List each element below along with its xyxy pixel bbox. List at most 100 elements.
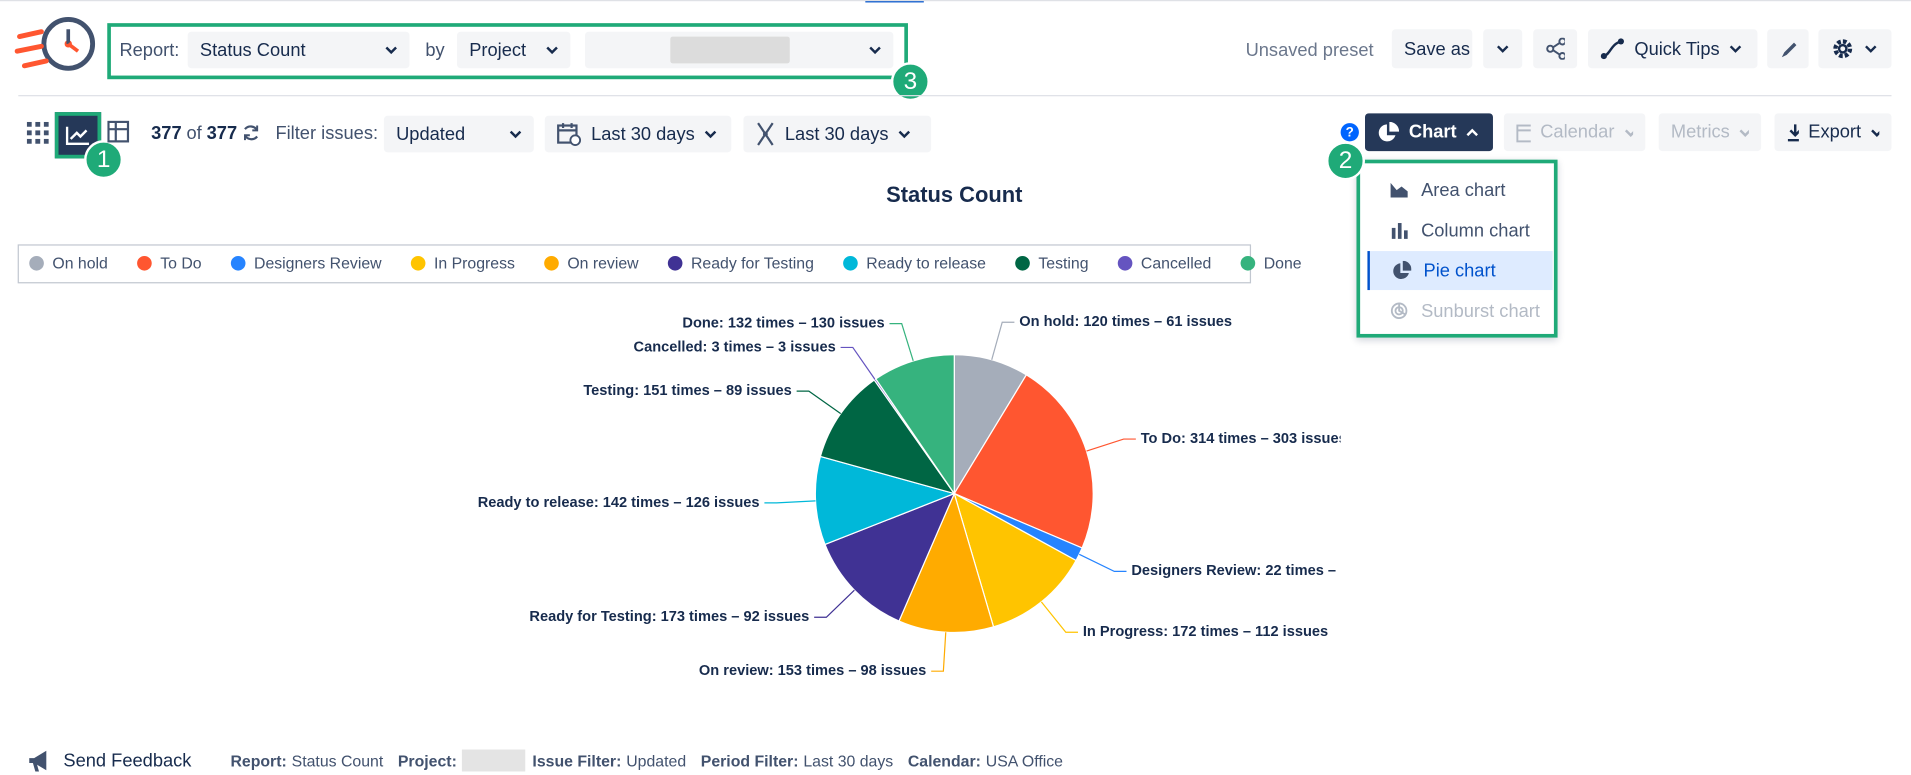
chevron [1739, 128, 1749, 137]
legend-marker [544, 255, 559, 271]
period-select[interactable]: Last 30 days [544, 115, 732, 153]
data-label: Designers Review: 22 times – 16 issues [1131, 563, 1340, 579]
menu-item[interactable]: Column chart [1367, 211, 1552, 250]
badge: 2 [1326, 141, 1365, 181]
pie-slice [953, 373, 1094, 549]
save-menu[interactable] [1483, 29, 1523, 69]
share[interactable] [1533, 29, 1578, 69]
separator [18, 95, 1892, 97]
project-select[interactable] [585, 31, 894, 69]
legend-marker [1117, 255, 1133, 271]
table-view[interactable] [107, 120, 131, 145]
data-label: On review: 153 times – 98 issues [699, 663, 926, 679]
export-button[interactable]: Export [1774, 113, 1892, 152]
total-count: 377 [206, 122, 238, 144]
data-label: Ready to release: 142 times – 126 issues [478, 495, 760, 511]
group-value: Project [469, 39, 527, 61]
filter-label: Filter issues: [275, 122, 379, 144]
issue-count: 377 of 377 [151, 117, 237, 149]
gear-icon [1833, 39, 1853, 59]
grid-view[interactable] [26, 121, 49, 144]
label-connector [814, 589, 855, 618]
save-as[interactable]: Save as [1391, 29, 1473, 69]
footer-value: USA Office [985, 751, 1063, 770]
filter-select[interactable]: Updated [383, 115, 534, 153]
chart-icon [65, 126, 89, 146]
chevron [869, 46, 881, 55]
legend-marker [137, 255, 152, 271]
chart: Status Count On hold To Do Designers Revie… [17, 182, 1341, 679]
menu-item[interactable]: Pie chart [1367, 251, 1553, 291]
chevron [704, 130, 717, 139]
chevron [898, 130, 911, 139]
send-feedback[interactable]: Send Feedback [63, 750, 192, 771]
menu-item[interactable]: Sunburst chart [1367, 291, 1552, 330]
calendar-label: Calendar [1540, 121, 1615, 143]
report-box [107, 23, 908, 80]
label-connector [1086, 438, 1136, 452]
bell-icon [1781, 42, 1797, 58]
menu-item[interactable]: Area chart [1367, 171, 1552, 210]
chart-button[interactable]: Chart [1365, 113, 1493, 152]
label-connector [931, 632, 947, 672]
legend-label: To Do [160, 256, 202, 273]
quick-tips-label: Quick Tips [1634, 38, 1720, 60]
metrics-label: Metrics [1670, 121, 1730, 143]
legend-marker [1240, 255, 1256, 271]
range-icon [757, 122, 774, 146]
period2-select[interactable]: Last 30 days [743, 115, 932, 153]
feedback-icon [29, 750, 47, 772]
footer: Send Feedback Report: Status Count Project… [27, 746, 1078, 775]
pie-slice [874, 354, 955, 496]
chevron [1624, 128, 1634, 137]
by-label: by [425, 39, 445, 61]
top-border [0, 0, 1911, 2]
group-select[interactable]: Project [457, 31, 571, 69]
data-label: Done: 132 times – 130 issues [682, 315, 884, 331]
report-value: Status Count [199, 39, 306, 61]
export-icon [1787, 123, 1799, 141]
chevron [1729, 45, 1742, 53]
footer-label: Report: [230, 751, 287, 770]
data-label: To Do: 314 times – 303 issues [1141, 431, 1341, 447]
settings[interactable] [1818, 29, 1892, 69]
menu-label: Sunburst chart [1421, 300, 1540, 322]
shown-count: 377 [151, 122, 182, 144]
notifications[interactable] [1767, 29, 1809, 69]
menu-icon [1390, 182, 1408, 198]
legend-label: Cancelled [1141, 256, 1211, 273]
data-label: On hold: 120 times – 61 issues [1019, 314, 1232, 330]
share-icon [1546, 37, 1565, 60]
pie-slice [814, 455, 957, 546]
legend-marker [1015, 255, 1030, 271]
legend-label: On hold [52, 256, 107, 273]
chevron [1871, 128, 1880, 137]
label-connector [796, 390, 842, 415]
chart-menu: Area chart Column chart Pie chart Sunburst … [1356, 159, 1558, 338]
legend-label: Done [1264, 256, 1302, 273]
footer-label: Calendar: [907, 751, 981, 770]
metrics-button[interactable]: Metrics [1658, 113, 1762, 152]
menu-icon [1391, 223, 1408, 239]
footer-value: Updated [626, 751, 687, 770]
period2-value: Last 30 days [784, 123, 889, 145]
label-connector [840, 346, 876, 380]
legend-label: Testing [1038, 256, 1088, 273]
legend-label: Ready for Testing [691, 256, 814, 273]
quick-tips[interactable]: Quick Tips [1588, 29, 1758, 69]
badge: 3 [890, 62, 930, 102]
help[interactable]: ? [1340, 123, 1359, 142]
pie-slice [819, 379, 956, 495]
label-connector [889, 322, 914, 362]
tips-icon [1600, 38, 1624, 60]
pie-icon [1378, 121, 1400, 141]
filter-value: Updated [396, 123, 466, 145]
refresh[interactable] [241, 123, 261, 143]
blurred [670, 36, 790, 64]
legend-label: On review [567, 256, 639, 273]
footer-label: Period Filter: [700, 751, 799, 770]
report-select[interactable]: Status Count [187, 31, 410, 69]
calendar-button[interactable]: Calendar [1503, 113, 1646, 152]
data-label: In Progress: 172 times – 112 issues [1083, 624, 1328, 640]
